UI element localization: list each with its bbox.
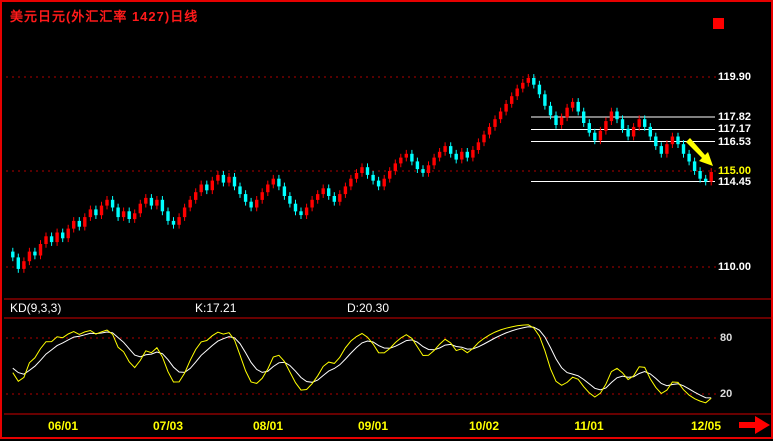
price-arrow-icon bbox=[686, 138, 713, 166]
price-axis-label: 117.82 bbox=[718, 111, 752, 123]
scroll-right-arrow-icon[interactable] bbox=[739, 416, 770, 434]
kd-k-line bbox=[12, 324, 712, 404]
price-axis-label: 116.53 bbox=[718, 136, 752, 148]
chart-title: 美元日元(外汇汇率 1427)日线 bbox=[10, 9, 199, 24]
price-axis-label: 119.90 bbox=[718, 71, 752, 83]
price-axis-label: 115.00 bbox=[718, 165, 752, 177]
kd-d-line bbox=[12, 326, 712, 399]
date-axis-label: 06/01 bbox=[47, 419, 79, 433]
kd-d-value: D:20.30 bbox=[347, 301, 390, 315]
kd-indicator-title: KD(9,3,3) bbox=[10, 301, 62, 315]
red-square-icon bbox=[713, 18, 724, 29]
date-axis-label: 10/02 bbox=[468, 419, 500, 433]
date-axis-label: 09/01 bbox=[357, 419, 389, 433]
price-axis-label: 114.45 bbox=[718, 176, 752, 188]
price-axis-label: 117.17 bbox=[718, 123, 752, 135]
kd-k-value: K:17.21 bbox=[195, 301, 237, 315]
date-axis-label: 12/05 bbox=[690, 419, 722, 433]
date-axis-label: 07/03 bbox=[152, 419, 184, 433]
price-axis-label: 110.00 bbox=[718, 261, 752, 273]
date-axis-label: 11/01 bbox=[574, 419, 604, 433]
kd-axis-label: 20 bbox=[720, 388, 733, 400]
candlestick-series bbox=[11, 74, 713, 273]
date-axis-label: 08/01 bbox=[252, 419, 284, 433]
kd-axis-label: 80 bbox=[720, 332, 733, 344]
